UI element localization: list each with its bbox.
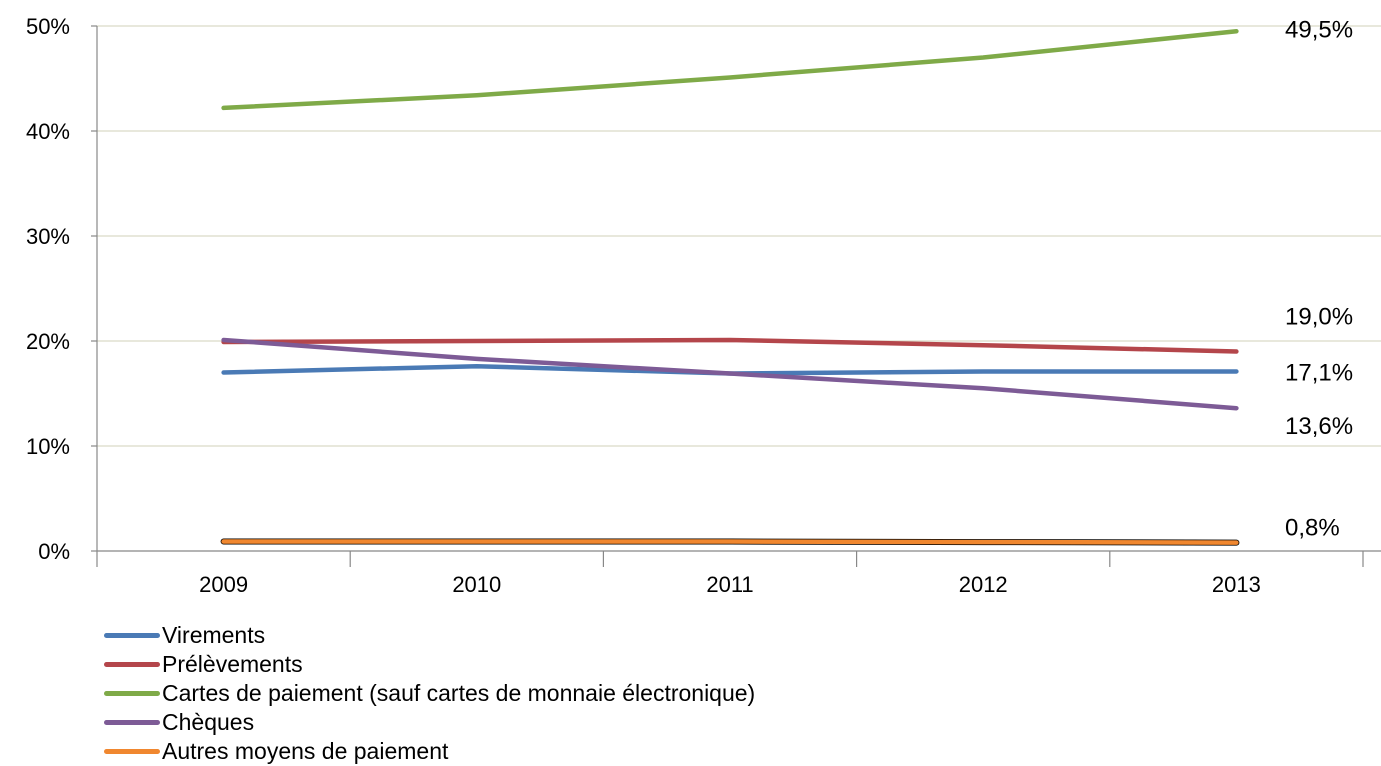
legend-swatch [104, 691, 160, 696]
legend-swatch [104, 749, 160, 754]
legend-item: Virements [104, 621, 755, 650]
y-tick-label: 10% [26, 434, 70, 459]
data-labels: 17,1% 19,0% 49,5% 13,6% 0,8% [1285, 16, 1353, 541]
line-chart: 0% 10% 20% 30% 40% 50% 2009 2010 2011 2012 2013 17… [0, 0, 1381, 620]
legend-swatch [104, 633, 160, 638]
series-line [224, 340, 1237, 408]
x-tick-label: 2009 [199, 572, 248, 597]
legend-item: Cartes de paiement (sauf cartes de monna… [104, 679, 755, 708]
y-tick-label: 50% [26, 14, 70, 39]
legend-item: Prélèvements [104, 650, 755, 679]
y-tick-label: 0% [38, 539, 70, 564]
x-tick-label: 2012 [959, 572, 1008, 597]
x-tick-label: 2010 [452, 572, 501, 597]
legend-swatch [104, 720, 160, 725]
data-label: 0,8% [1285, 515, 1340, 542]
legend-label: Virements [162, 621, 265, 650]
legend-label: Autres moyens de paiement [162, 737, 448, 766]
series-lines [224, 31, 1237, 543]
gridlines [97, 26, 1381, 446]
legend-swatch [104, 662, 160, 667]
data-label: 17,1% [1285, 359, 1353, 386]
legend-label: Prélèvements [162, 650, 303, 679]
x-tick-label: 2013 [1212, 572, 1261, 597]
legend-item: Chèques [104, 708, 755, 737]
legend-label: Cartes de paiement (sauf cartes de monna… [162, 679, 755, 708]
series-line [224, 31, 1237, 108]
y-tick-label: 40% [26, 119, 70, 144]
series-line [224, 542, 1237, 543]
legend-item: Autres moyens de paiement [104, 737, 755, 766]
legend-label: Chèques [162, 708, 254, 737]
y-tick-label: 20% [26, 329, 70, 354]
data-label: 13,6% [1285, 413, 1353, 440]
axes: 0% 10% 20% 30% 40% 50% 2009 2010 2011 2012 2013 [26, 14, 1381, 597]
y-tick-label: 30% [26, 224, 70, 249]
data-label: 19,0% [1285, 304, 1353, 331]
x-tick-label: 2011 [706, 572, 753, 597]
data-label: 49,5% [1285, 16, 1353, 43]
